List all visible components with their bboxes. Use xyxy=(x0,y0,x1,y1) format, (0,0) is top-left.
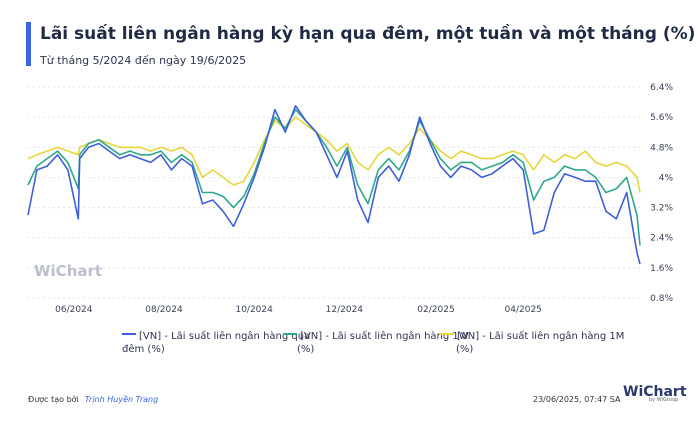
author-link[interactable]: Trịnh Huyền Trang xyxy=(84,395,159,404)
x-tick-label: 06/2024 xyxy=(55,305,93,315)
legend-label-1m-2: (%) xyxy=(456,344,474,355)
logo-text: WiChart xyxy=(623,384,687,400)
legend-item-1w[interactable]: [VN] - Lãi suất liên ngân hàng 1W (%) xyxy=(283,330,469,356)
page-title: Lãi suất liên ngân hàng kỳ hạn qua đêm, … xyxy=(40,24,696,44)
y-tick-label: 5.6% xyxy=(650,113,673,123)
x-tick-label: 08/2024 xyxy=(145,305,183,315)
x-tick-label: 10/2024 xyxy=(235,305,273,315)
page-subtitle: Từ tháng 5/2024 đến ngày 19/6/2025 xyxy=(40,54,247,67)
y-tick-label: 2.4% xyxy=(650,234,673,244)
y-tick-label: 0.8% xyxy=(650,294,673,304)
series-line-1 xyxy=(27,108,641,246)
legend-item-overnight[interactable]: [VN] - Lãi suất liên ngân hàng qua đêm (… xyxy=(122,330,310,356)
footer-timestamp: 23/06/2025, 07:47 SA xyxy=(533,395,621,404)
legend-label-1w-1: [VN] - Lãi suất liên ngân hàng 1W xyxy=(300,331,469,342)
watermark: WiChart xyxy=(34,262,103,280)
y-tick-label: 4.8% xyxy=(650,143,673,153)
y-tick-label: 4% xyxy=(659,173,674,183)
legend-swatch-1m xyxy=(440,333,454,335)
x-tick-label: 02/2025 xyxy=(417,305,454,315)
wichart-logo: WiChart by WiGroup xyxy=(623,384,687,403)
footer-credit: Được tạo bởi Trịnh Huyền Trang xyxy=(28,395,158,404)
y-tick-label: 6.4% xyxy=(650,83,673,93)
created-by-label: Được tạo bởi xyxy=(28,395,79,404)
y-tick-label: 1.6% xyxy=(650,264,673,274)
legend-item-1m[interactable]: [VN] - Lãi suất liên ngân hàng 1M (%) xyxy=(440,330,624,356)
legend-swatch-1w xyxy=(283,333,297,335)
x-tick-label: 12/2024 xyxy=(326,305,364,315)
title-accent-bar xyxy=(26,22,31,66)
series-line-2 xyxy=(27,116,641,193)
legend-swatch-overnight xyxy=(122,333,136,335)
series-line-0 xyxy=(27,105,641,265)
logo-subtext: by WiGroup xyxy=(649,397,679,403)
legend-label-overnight-2: đêm (%) xyxy=(122,344,165,355)
legend-label-1m-1: [VN] - Lãi suất liên ngân hàng 1M xyxy=(457,331,625,342)
legend-label-1w-2: (%) xyxy=(297,344,315,355)
y-tick-label: 3.2% xyxy=(650,204,673,214)
legend-label-overnight-1: [VN] - Lãi suất liên ngân hàng qua xyxy=(139,331,311,342)
x-tick-label: 04/2025 xyxy=(505,305,542,315)
